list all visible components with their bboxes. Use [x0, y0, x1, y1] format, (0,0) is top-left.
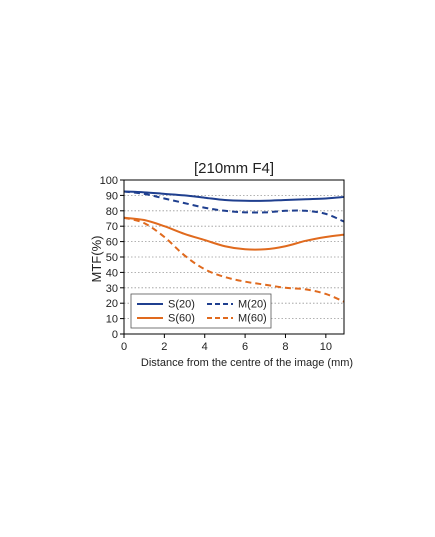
- y-tick-label: 80: [106, 206, 118, 218]
- series-line-s60: [123, 216, 345, 251]
- y-tick-label: 100: [100, 175, 118, 187]
- series-line-m60: [123, 216, 345, 303]
- y-tick-label: 30: [106, 283, 118, 295]
- x-tick-label: 8: [282, 341, 288, 353]
- y-tick-label: 10: [106, 314, 118, 326]
- x-axis-label: Distance from the centre of the image (m…: [141, 357, 353, 369]
- x-tick-label: 4: [202, 341, 208, 353]
- axes: 0 10 20 30 40 50 60 70 80 90 100 0 2 4 6 8 10: [100, 175, 332, 353]
- x-tick-label: 0: [121, 341, 127, 353]
- y-tick-label: 70: [106, 221, 118, 233]
- y-axis-label: MTF(%): [89, 236, 104, 283]
- legend: S(20) M(20) S(60) M(60): [130, 293, 272, 329]
- series-line-m20: [123, 190, 345, 223]
- y-tick-label: 60: [106, 237, 118, 249]
- plot-frame: [123, 179, 345, 335]
- chart-title: [210mm F4]: [194, 160, 274, 177]
- x-tick-label: 6: [242, 341, 248, 353]
- y-tick-label: 90: [106, 190, 118, 202]
- x-tick-label: 2: [161, 341, 167, 353]
- y-tick-label: 40: [106, 267, 118, 279]
- legend-label: M(20): [238, 299, 267, 311]
- legend-box: [130, 293, 272, 329]
- series-line-s20: [123, 190, 345, 202]
- series-lines: [123, 190, 345, 303]
- y-tick-label: 50: [106, 252, 118, 264]
- y-tick-label: 20: [106, 298, 118, 310]
- y-tick-label: 0: [112, 329, 118, 341]
- x-tick-label: 10: [320, 341, 332, 353]
- legend-label: S(60): [168, 313, 195, 325]
- legend-label: S(20): [168, 299, 195, 311]
- legend-label: M(60): [238, 313, 267, 325]
